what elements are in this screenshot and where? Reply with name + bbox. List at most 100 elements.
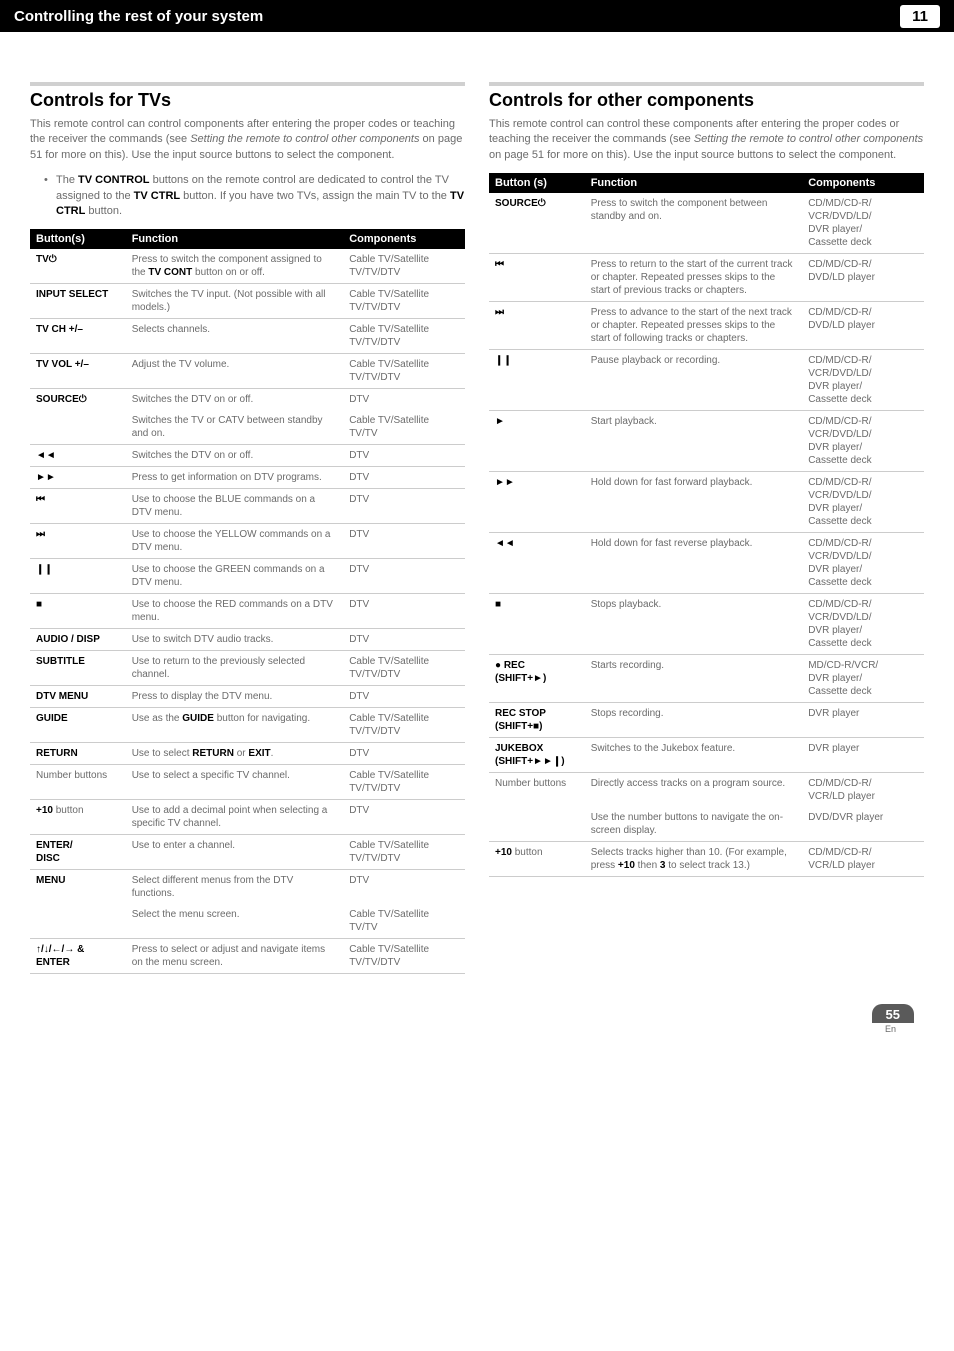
cell-components: Cable TV/Satellite TV/TV/DTV [343, 651, 465, 686]
cell-components: DTV [343, 594, 465, 629]
cell-button [30, 904, 126, 939]
cell-components: DTV [343, 870, 465, 905]
th-buttons: Button (s) [489, 173, 585, 193]
left-column: Controls for TVs This remote control can… [30, 82, 465, 974]
table-row: ►►Hold down for fast forward playback.CD… [489, 472, 924, 533]
table-row: INPUT SELECTSwitches the TV input. (Not … [30, 284, 465, 319]
cell-button: SOURCE⏻ [30, 389, 126, 411]
table-row: Number buttonsUse to select a specific T… [30, 765, 465, 800]
cell-components: CD/MD/CD-R/ VCR/DVD/LD/ DVR player/ Cass… [802, 594, 924, 655]
cell-button: MENU [30, 870, 126, 905]
cell-components: DTV [343, 743, 465, 765]
cell-function: Starts recording. [585, 655, 803, 703]
cell-function: Switches the TV or CATV between standby … [126, 410, 344, 445]
cell-components: Cable TV/Satellite TV/TV/DTV [343, 765, 465, 800]
cell-components: CD/MD/CD-R/ VCR/DVD/LD/ DVR player/ Cass… [802, 193, 924, 254]
divider [489, 82, 924, 86]
cell-components: DTV [343, 445, 465, 467]
cell-button: ● REC (SHIFT+►) [489, 655, 585, 703]
cell-button: TV⏻ [30, 249, 126, 284]
cell-components: Cable TV/Satellite TV/TV/DTV [343, 939, 465, 974]
table-header-row: Button (s) Function Components [489, 173, 924, 193]
cell-button: GUIDE [30, 708, 126, 743]
cell-components: DTV [343, 800, 465, 835]
table-row: ■Use to choose the RED commands on a DTV… [30, 594, 465, 629]
table-row: ⏭Use to choose the YELLOW commands on a … [30, 524, 465, 559]
table-row: Switches the TV or CATV between standby … [30, 410, 465, 445]
cell-function: Switches the DTV on or off. [126, 389, 344, 411]
cell-components: CD/MD/CD-R/ VCR/LD player [802, 773, 924, 808]
cell-button: ■ [489, 594, 585, 655]
cell-components: CD/MD/CD-R/ VCR/DVD/LD/ DVR player/ Cass… [802, 472, 924, 533]
th-function: Function [585, 173, 803, 193]
th-buttons: Button(s) [30, 229, 126, 249]
bullet-p3: button. If you have two TVs, assign the … [180, 190, 450, 202]
cell-button: TV CH +/– [30, 319, 126, 354]
table-row: +10 buttonSelects tracks higher than 10.… [489, 842, 924, 877]
table-row: ◄◄Hold down for fast reverse playback.CD… [489, 533, 924, 594]
cell-components: DTV [343, 389, 465, 411]
cell-function: Press to select or adjust and navigate i… [126, 939, 344, 974]
left-table: Button(s) Function Components TV⏻Press t… [30, 229, 465, 974]
table-row: ⏮Use to choose the BLUE commands on a DT… [30, 489, 465, 524]
cell-button: DTV MENU [30, 686, 126, 708]
cell-components: Cable TV/Satellite TV/TV/DTV [343, 319, 465, 354]
table-row: GUIDEUse as the GUIDE button for navigat… [30, 708, 465, 743]
table-row: ⏭Press to advance to the start of the ne… [489, 302, 924, 350]
cell-function: Adjust the TV volume. [126, 354, 344, 389]
cell-components: Cable TV/Satellite TV/TV/DTV [343, 835, 465, 870]
table-row: ❙❙Pause playback or recording.CD/MD/CD-R… [489, 350, 924, 411]
table-row: SOURCE⏻Press to switch the component bet… [489, 193, 924, 254]
cell-components: Cable TV/Satellite TV/TV/DTV [343, 284, 465, 319]
th-components: Components [343, 229, 465, 249]
cell-button: +10 button [489, 842, 585, 877]
left-intro: This remote control can control componen… [30, 117, 465, 163]
cell-function: Switches to the Jukebox feature. [585, 738, 803, 773]
cell-button: SUBTITLE [30, 651, 126, 686]
table-row: TV CH +/–Selects channels.Cable TV/Satel… [30, 319, 465, 354]
cell-function: Switches the TV input. (Not possible wit… [126, 284, 344, 319]
cell-function: Select different menus from the DTV func… [126, 870, 344, 905]
cell-function: Use to add a decimal point when selectin… [126, 800, 344, 835]
cell-components: Cable TV/Satellite TV/TV [343, 410, 465, 445]
cell-function: Use as the GUIDE button for navigating. [126, 708, 344, 743]
cell-button: Number buttons [489, 773, 585, 808]
right-table: Button (s) Function Components SOURCE⏻Pr… [489, 173, 924, 877]
cell-function: Use to select RETURN or EXIT. [126, 743, 344, 765]
table-row: TV VOL +/–Adjust the TV volume.Cable TV/… [30, 354, 465, 389]
table-row: SUBTITLEUse to return to the previously … [30, 651, 465, 686]
table-row: ◄◄Switches the DTV on or off.DTV [30, 445, 465, 467]
content-area: Controls for TVs This remote control can… [0, 32, 954, 994]
cell-components: DVR player [802, 703, 924, 738]
table-row: ● REC (SHIFT+►)Starts recording.MD/CD-R/… [489, 655, 924, 703]
cell-function: Start playback. [585, 411, 803, 472]
cell-components: CD/MD/CD-R/ VCR/DVD/LD/ DVR player/ Cass… [802, 350, 924, 411]
cell-function: Selects channels. [126, 319, 344, 354]
cell-button: ↑/↓/←/→ & ENTER [30, 939, 126, 974]
bullet-b2: TV CTRL [134, 190, 180, 202]
table-row: JUKEBOX (SHIFT+►►❙)Switches to the Jukeb… [489, 738, 924, 773]
cell-button: ◄◄ [30, 445, 126, 467]
cell-components: DTV [343, 489, 465, 524]
cell-function: Use to return to the previously selected… [126, 651, 344, 686]
cell-button: INPUT SELECT [30, 284, 126, 319]
cell-components: Cable TV/Satellite TV/TV/DTV [343, 708, 465, 743]
cell-function: Press to advance to the start of the nex… [585, 302, 803, 350]
cell-components: DTV [343, 524, 465, 559]
cell-button: ⏮ [489, 254, 585, 302]
cell-components: CD/MD/CD-R/ DVD/LD player [802, 254, 924, 302]
cell-function: Select the menu screen. [126, 904, 344, 939]
cell-button: ◄◄ [489, 533, 585, 594]
header-bar: Controlling the rest of your system 11 [0, 0, 954, 32]
right-column: Controls for other components This remot… [489, 82, 924, 974]
bullet-p4: button. [85, 205, 122, 217]
cell-function: Use to choose the YELLOW commands on a D… [126, 524, 344, 559]
table-header-row: Button(s) Function Components [30, 229, 465, 249]
table-row: Number buttonsDirectly access tracks on … [489, 773, 924, 808]
cell-function: Hold down for fast forward playback. [585, 472, 803, 533]
cell-function: Selects tracks higher than 10. (For exam… [585, 842, 803, 877]
table-row: TV⏻Press to switch the component assigne… [30, 249, 465, 284]
cell-function: Press to return to the start of the curr… [585, 254, 803, 302]
cell-function: Use to choose the GREEN commands on a DT… [126, 559, 344, 594]
cell-components: CD/MD/CD-R/ DVD/LD player [802, 302, 924, 350]
